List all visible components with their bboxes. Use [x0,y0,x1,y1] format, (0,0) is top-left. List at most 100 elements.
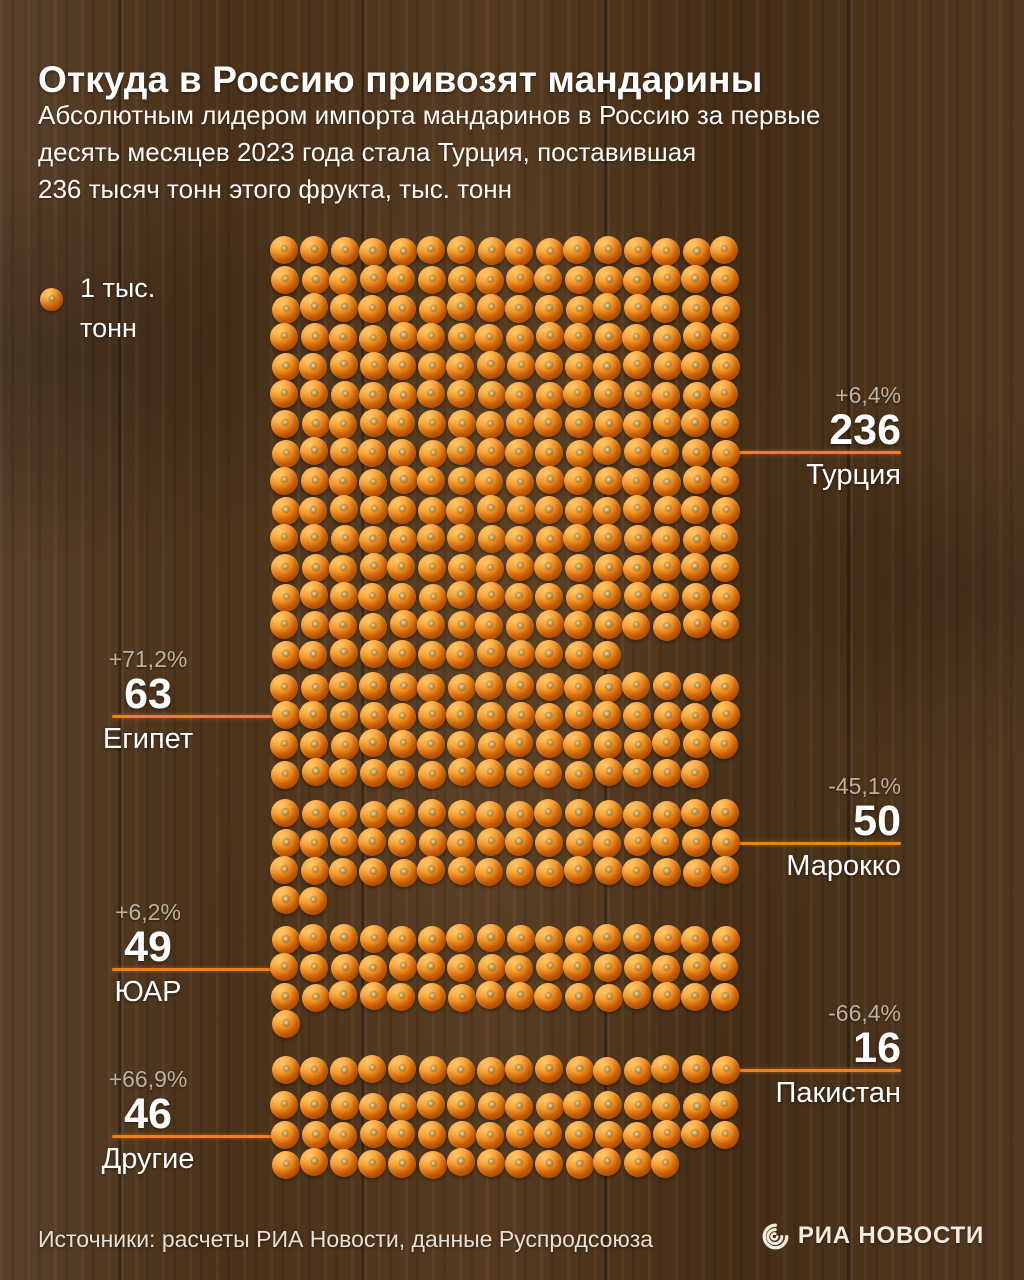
mandarin-icon [418,640,447,669]
mandarin-icon [417,673,446,702]
mandarin-icon [565,439,594,468]
mandarin-icon [299,923,328,952]
mandarin-icon [272,829,301,858]
mandarin-icon [622,411,651,439]
mandarin-icon [445,701,474,730]
series-value: 49 [124,923,172,971]
mandarin-icon [477,1092,506,1120]
mandarin-icon [565,352,594,381]
mandarin-icon [651,582,680,611]
mandarin-icon [416,235,445,264]
mandarin-icon [475,267,504,295]
mandarin-icon [299,353,328,382]
mandarin-icon [330,294,359,322]
mandarin-icon [710,673,739,702]
series-change: +66,9% [108,1066,188,1092]
mandarin-icon [301,266,330,295]
mandarin-icon [710,523,739,552]
mandarin-icon [651,438,680,467]
mandarin-icon [476,495,505,523]
mandarin-icon [301,857,329,885]
mandarin-icon [330,1092,359,1120]
mandarin-icon [300,236,329,265]
mandarin-icon [622,857,650,886]
mandarin-icon [534,265,562,294]
mandarin-icon [563,730,592,759]
mandarin-icon [535,583,564,612]
mandarin-icon [651,1092,680,1121]
mandarin-icon [681,583,710,612]
mandarin-icon [271,886,300,915]
mandarin-icon [594,857,623,885]
mandarin-icon [301,674,329,703]
mandarin-icon [622,981,651,1010]
mandarin-icon [563,610,592,639]
mandarin-icon [270,673,299,702]
mandarin-icon [301,800,330,828]
mandarin-icon [329,555,358,583]
mandarin-icon [623,701,652,730]
mandarin-icon [330,731,359,760]
mandarin-icon [299,293,328,322]
mandarin-icon [329,701,358,730]
mandarin-icon [357,1149,386,1178]
mandarin-icon [653,351,682,380]
mandarin-icon [475,324,504,352]
mandarin-icon [595,554,624,583]
mandarin-icon [447,323,476,352]
mandarin-icon [387,352,416,381]
mandarin-icon [416,379,445,408]
mandarin-icon [595,410,624,439]
mandarin-icon [595,758,624,787]
mandarin-icon [446,1056,475,1085]
mandarin-icon [505,381,534,410]
mandarin-icon [622,324,650,352]
mandarin-icon [387,265,416,294]
mandarin-icon [359,672,388,701]
mandarin-icon [623,1057,652,1086]
mandarin-icon [299,1148,328,1177]
mandarin-icon [563,523,592,552]
mandarin-icon [330,1149,359,1177]
mandarin-icon [622,612,650,640]
mandarin-icon [711,553,740,582]
mandarin-icon [387,640,416,669]
mandarin-icon [357,438,386,467]
mandarin-icon [651,729,680,758]
mandarin-icon [328,468,357,496]
mandarin-icon [535,439,564,468]
mandarin-icon [446,437,475,466]
mandarin-icon [563,235,592,264]
mandarin-icon [504,582,533,611]
mandarin-icon [536,466,565,495]
mandarin-icon [329,924,358,953]
mandarin-icon [417,799,446,828]
mandarin-icon [389,858,418,887]
mandarin-icon [358,525,387,554]
mandarin-icon [418,439,447,468]
mandarin-icon [593,953,622,982]
mandarin-icon [682,382,711,411]
mandarin-icon [652,858,681,887]
mandarin-icon [505,955,534,983]
mandarin-icon [447,380,476,409]
mandarin-icon [417,553,446,582]
mandarin-icon [624,525,653,553]
mandarin-icon [681,703,710,731]
mandarin-icon [447,467,476,496]
mandarin-icon [534,798,562,827]
mandarin-icon [448,266,477,295]
mandarin-icon [475,468,504,496]
mandarin-icon [360,925,389,953]
mandarin-icon [418,829,447,858]
mandarin-icon [682,952,711,981]
mandarin-icon [477,954,506,983]
mandarin-icon [564,760,593,789]
mandarin-icon [359,858,388,887]
mandarin-icon [681,352,710,381]
mandarin-icon [360,351,389,380]
mandarin-icon [330,525,359,553]
mandarin-icon [329,495,358,523]
mandarin-icon [417,322,446,351]
mandarin-icon [270,322,299,351]
